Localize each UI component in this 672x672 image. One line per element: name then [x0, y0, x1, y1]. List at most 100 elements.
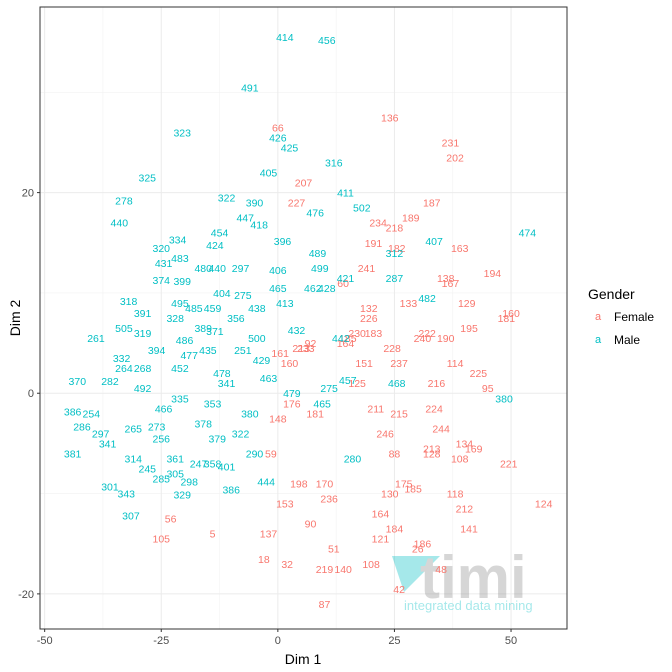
data-point-label: 418 — [250, 220, 268, 232]
data-point-label: 56 — [165, 514, 177, 526]
data-point-label: 474 — [519, 228, 537, 240]
data-point-label: 463 — [260, 373, 278, 385]
data-point-label: 236 — [320, 494, 338, 506]
data-point-label: 114 — [447, 358, 464, 370]
data-point-label: 440 — [208, 263, 226, 275]
legend-item-male: a Male — [595, 333, 640, 347]
data-point-label: 322 — [232, 428, 250, 440]
data-point-label: 314 — [125, 453, 143, 465]
x-tick-label: 50 — [505, 635, 517, 647]
data-point-label: 396 — [274, 236, 292, 248]
data-point-label: 486 — [176, 335, 194, 347]
data-point-label: 118 — [447, 489, 464, 501]
plot-border — [39, 6, 568, 630]
data-point-label: 483 — [171, 253, 189, 265]
data-point-label: 358 — [204, 458, 222, 470]
data-point-label: 456 — [318, 35, 336, 47]
data-point-label: 343 — [118, 489, 136, 501]
data-point-label: 254 — [83, 408, 101, 420]
data-point-label: 424 — [206, 240, 224, 252]
data-point-label: 370 — [69, 376, 87, 388]
data-point-label: 234 — [369, 218, 387, 230]
data-point-label: 194 — [484, 268, 502, 280]
data-point-label: 275 — [320, 383, 338, 395]
data-point-label: 312 — [386, 248, 404, 260]
data-point-label: 125 — [348, 378, 366, 390]
data-point-label: 280 — [344, 453, 362, 465]
data-point-label: 26 — [412, 544, 424, 556]
x-tick-label: 25 — [388, 635, 400, 647]
x-tick-label: 0 — [275, 635, 281, 647]
data-point-label: 226 — [360, 313, 378, 325]
data-point-label: 95 — [482, 383, 494, 395]
data-point-label: 59 — [265, 448, 277, 460]
data-point-label: 148 — [269, 413, 287, 425]
data-point-label: 108 — [451, 453, 469, 465]
data-point-label: 489 — [309, 248, 327, 260]
data-point-label: 278 — [115, 196, 133, 208]
data-point-label: 477 — [180, 350, 198, 362]
grid-minor — [40, 7, 567, 629]
y-tick-label: 0 — [28, 388, 34, 400]
data-point-label: 240 — [414, 333, 432, 345]
watermark-brand: timi — [420, 544, 527, 611]
data-point-label: 251 — [234, 345, 252, 357]
data-point-label: 432 — [288, 325, 306, 337]
data-point-label: 438 — [248, 303, 266, 315]
data-point-label: 164 — [337, 338, 355, 350]
data-point-label: 265 — [125, 423, 143, 435]
data-point-label: 492 — [134, 383, 152, 395]
data-point-label: 379 — [208, 433, 226, 445]
data-point-label: 211 — [367, 403, 384, 415]
data-point-label: 245 — [138, 463, 156, 475]
data-point-label: 137 — [260, 529, 278, 541]
data-point-label: 440 — [111, 218, 129, 230]
data-point-label: 374 — [152, 275, 170, 287]
data-point-label: 479 — [283, 388, 301, 400]
data-point-label: 256 — [152, 433, 170, 445]
data-point-label: 329 — [173, 490, 191, 502]
data-point-label: 390 — [246, 198, 264, 210]
data-point-label: 222 — [418, 328, 436, 340]
data-point-label: 286 — [73, 421, 91, 433]
data-point-label: 268 — [134, 363, 152, 375]
data-point-label: 163 — [451, 243, 469, 255]
data-point-label: 465 — [313, 398, 331, 410]
data-point-label: 247 — [190, 458, 208, 470]
data-point-label: 435 — [199, 345, 217, 357]
data-point-label: 414 — [276, 32, 294, 44]
data-point-label: 323 — [173, 127, 191, 139]
data-point-label: 341 — [99, 438, 117, 450]
legend-label-female: Female — [614, 310, 654, 324]
data-point-label: 476 — [306, 208, 324, 220]
data-point-label: 218 — [386, 223, 404, 235]
data-point-label: 182 — [388, 243, 406, 255]
data-point-label: 167 — [442, 278, 460, 290]
data-point-label: 66 — [272, 122, 284, 134]
data-point-label: 134 — [456, 438, 474, 450]
data-point-label: 429 — [253, 355, 271, 367]
data-point-label: 130 — [381, 489, 399, 501]
data-point-label: 297 — [232, 263, 250, 275]
data-point-label: 42 — [393, 584, 405, 596]
data-point-label: 334 — [169, 235, 187, 247]
data-point-label: 386 — [222, 485, 240, 497]
data-point-label: 213 — [423, 443, 441, 455]
data-point-label: 186 — [414, 539, 432, 551]
legend-key-female: a — [595, 311, 602, 323]
data-point-label: 297 — [92, 428, 110, 440]
data-point-label: 195 — [460, 323, 478, 335]
y-tick-label: -20 — [18, 589, 34, 601]
data-point-label: 233 — [297, 343, 315, 355]
data-point-label: 495 — [171, 298, 189, 310]
data-point-label: 176 — [283, 398, 301, 410]
data-point-label: 428 — [318, 283, 336, 295]
data-point-label: 175 — [395, 479, 413, 491]
data-point-label: 138 — [437, 273, 455, 285]
data-point-label: 442 — [332, 333, 350, 345]
data-point-label: 275 — [234, 290, 252, 302]
data-point-label: 227 — [288, 198, 306, 210]
data-point-label: 181 — [498, 313, 516, 325]
